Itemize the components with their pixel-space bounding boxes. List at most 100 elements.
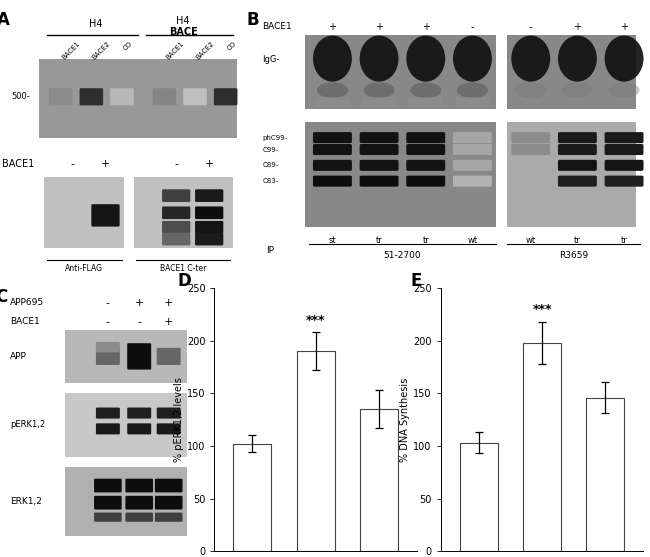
FancyBboxPatch shape <box>94 478 122 492</box>
Text: Anti-FLAG: Anti-FLAG <box>65 264 103 273</box>
FancyBboxPatch shape <box>313 132 352 143</box>
FancyBboxPatch shape <box>127 423 151 434</box>
Ellipse shape <box>512 36 550 82</box>
FancyBboxPatch shape <box>92 204 120 227</box>
FancyBboxPatch shape <box>313 144 352 155</box>
Text: wt: wt <box>467 237 478 246</box>
FancyBboxPatch shape <box>313 160 352 171</box>
Text: -: - <box>106 299 110 309</box>
Ellipse shape <box>457 82 488 98</box>
Ellipse shape <box>562 82 593 98</box>
Text: BACE1: BACE1 <box>60 40 81 61</box>
FancyBboxPatch shape <box>406 132 445 143</box>
FancyBboxPatch shape <box>162 233 190 246</box>
Ellipse shape <box>359 36 398 82</box>
Text: +: + <box>101 159 110 169</box>
Text: +: + <box>164 317 174 327</box>
Bar <box>460 443 498 551</box>
FancyBboxPatch shape <box>455 97 490 107</box>
FancyBboxPatch shape <box>406 144 445 155</box>
FancyBboxPatch shape <box>604 160 644 171</box>
FancyBboxPatch shape <box>125 512 153 522</box>
Ellipse shape <box>406 36 445 82</box>
Text: CO: CO <box>122 40 133 52</box>
FancyBboxPatch shape <box>162 207 190 219</box>
FancyBboxPatch shape <box>125 478 153 492</box>
Text: BACE1: BACE1 <box>2 159 34 169</box>
FancyBboxPatch shape <box>155 478 183 492</box>
Bar <box>297 351 335 551</box>
FancyBboxPatch shape <box>96 348 120 365</box>
Text: ERK1,2: ERK1,2 <box>10 497 42 506</box>
FancyBboxPatch shape <box>94 496 122 510</box>
FancyBboxPatch shape <box>453 160 492 171</box>
FancyBboxPatch shape <box>153 88 176 105</box>
FancyBboxPatch shape <box>359 132 398 143</box>
FancyBboxPatch shape <box>195 189 224 202</box>
Text: phC99-: phC99- <box>263 135 287 141</box>
Text: IgG-: IgG- <box>263 55 280 65</box>
Text: APP: APP <box>10 352 27 361</box>
FancyBboxPatch shape <box>512 132 550 143</box>
FancyBboxPatch shape <box>359 144 398 155</box>
Text: +: + <box>422 22 430 32</box>
Text: +: + <box>164 299 174 309</box>
Ellipse shape <box>558 36 597 82</box>
Bar <box>586 398 625 551</box>
Bar <box>523 343 561 551</box>
Text: ***: *** <box>532 304 552 316</box>
Text: BACE2: BACE2 <box>92 40 112 61</box>
FancyBboxPatch shape <box>359 160 398 171</box>
Text: -: - <box>471 22 474 32</box>
FancyBboxPatch shape <box>96 423 120 434</box>
FancyBboxPatch shape <box>195 207 224 219</box>
Text: -: - <box>137 317 141 327</box>
Ellipse shape <box>410 82 441 98</box>
Bar <box>233 444 272 551</box>
Text: BACE1 C-ter: BACE1 C-ter <box>160 264 207 273</box>
FancyBboxPatch shape <box>111 88 134 105</box>
Bar <box>306 122 496 227</box>
Text: APP695: APP695 <box>10 299 44 307</box>
Bar <box>360 409 398 551</box>
Text: R3659: R3659 <box>559 251 588 260</box>
Ellipse shape <box>604 36 644 82</box>
Text: -: - <box>174 159 178 169</box>
Ellipse shape <box>317 82 348 98</box>
Text: -: - <box>70 159 75 169</box>
Text: H4: H4 <box>177 16 190 26</box>
Text: +: + <box>620 22 628 32</box>
FancyBboxPatch shape <box>558 132 597 143</box>
Text: A: A <box>0 11 10 29</box>
Text: H4: H4 <box>89 19 103 29</box>
FancyBboxPatch shape <box>127 343 151 370</box>
FancyBboxPatch shape <box>453 144 492 155</box>
Text: +: + <box>328 22 337 32</box>
FancyBboxPatch shape <box>79 88 103 105</box>
Bar <box>40 58 237 138</box>
Ellipse shape <box>608 82 640 98</box>
FancyBboxPatch shape <box>558 160 597 171</box>
FancyBboxPatch shape <box>315 97 350 107</box>
FancyBboxPatch shape <box>155 496 183 510</box>
FancyBboxPatch shape <box>162 221 190 233</box>
FancyBboxPatch shape <box>604 144 644 155</box>
Text: tr: tr <box>621 237 627 246</box>
Ellipse shape <box>453 36 492 82</box>
Text: BACE1: BACE1 <box>164 40 185 61</box>
Text: +: + <box>573 22 581 32</box>
FancyBboxPatch shape <box>157 423 181 434</box>
FancyBboxPatch shape <box>558 144 597 155</box>
Ellipse shape <box>363 82 395 98</box>
Text: 51-2700: 51-2700 <box>384 251 421 260</box>
FancyBboxPatch shape <box>183 88 207 105</box>
FancyBboxPatch shape <box>604 132 644 143</box>
FancyBboxPatch shape <box>453 175 492 187</box>
Bar <box>66 467 187 536</box>
FancyBboxPatch shape <box>359 175 398 187</box>
FancyBboxPatch shape <box>195 233 224 246</box>
FancyBboxPatch shape <box>604 175 644 187</box>
FancyBboxPatch shape <box>361 97 396 107</box>
Bar <box>134 177 233 248</box>
Y-axis label: % DNA Synthesis: % DNA Synthesis <box>400 378 410 462</box>
